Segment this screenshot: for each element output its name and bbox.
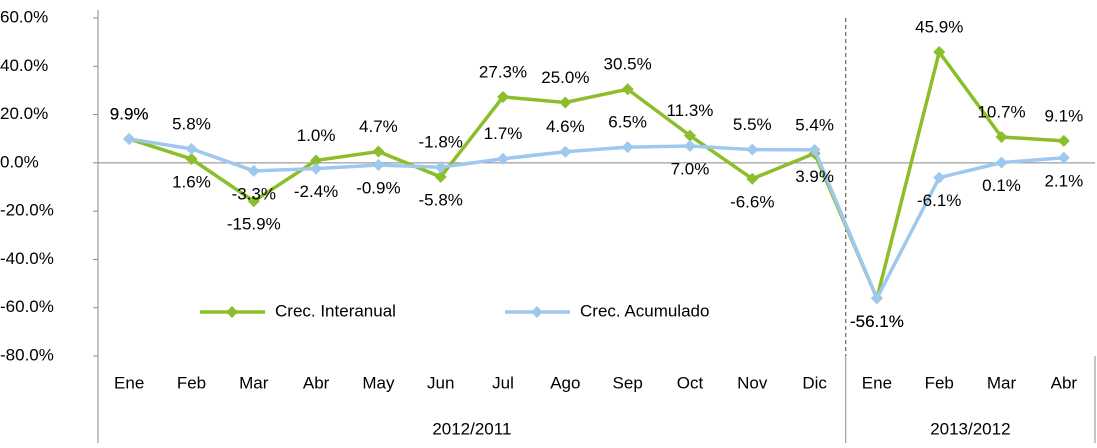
marker [683,129,696,142]
marker [995,156,1008,169]
marker [372,159,385,172]
data-label: 1.0% [297,126,336,145]
x-tick-label: Jun [427,373,454,392]
y-tick-label: 60.0% [0,7,48,26]
marker [559,145,572,158]
data-label: 9.1% [1044,106,1083,125]
legend-label: Crec. Acumulado [580,301,709,320]
y-tick-label: -80.0% [0,345,54,364]
data-label: 4.7% [359,117,398,136]
marker [247,195,260,208]
marker [185,142,198,155]
data-label: 9.9% [110,104,149,123]
marker [621,83,634,96]
x-tick-label: May [362,373,395,392]
data-label: -3.3% [232,184,276,203]
marker [683,139,696,152]
marker [746,143,759,156]
x-tick-label: Ago [550,373,580,392]
y-tick-label: -20.0% [0,201,54,220]
data-label: -1.8% [419,133,463,152]
marker [995,131,1008,144]
data-label: -5.8% [419,190,463,209]
x-tick-label: Mar [239,373,269,392]
marker [372,145,385,158]
marker [310,154,323,167]
marker [247,164,260,177]
marker [1057,134,1070,147]
x-tick-label: Oct [677,373,704,392]
data-label: -0.9% [356,179,400,198]
data-label: 5.8% [172,114,211,133]
data-label: 1.6% [172,172,211,191]
data-label: -6.6% [730,192,774,211]
data-label: -56.1% [850,312,904,331]
x-tick-label: Feb [177,373,206,392]
x-tick-label: Ene [114,373,144,392]
x-tick-label: Ene [862,373,892,392]
x-tick-label: Mar [987,373,1017,392]
data-label: 9.9% [110,104,149,123]
marker [870,292,883,305]
x-tick-label: Abr [303,373,330,392]
marker [434,170,447,183]
x-tick-label: Jul [492,373,514,392]
data-label: -56.1% [850,312,904,331]
marker [497,152,510,165]
data-label: -2.4% [294,182,338,201]
data-label: 2.1% [1044,171,1083,190]
marker [933,171,946,184]
y-tick-label: -40.0% [0,249,54,268]
legend-marker [531,306,543,318]
data-label: -6.1% [917,191,961,210]
marker [434,161,447,174]
data-label: 7.0% [671,159,710,178]
series-line [128,137,1064,303]
marker [933,46,946,59]
y-tick-label: 40.0% [0,56,48,75]
y-tick-label: 0.0% [0,152,39,171]
x-tick-label: Sep [613,373,643,392]
data-label: 30.5% [604,55,652,74]
data-label: 25.0% [541,68,589,87]
data-label: 45.9% [915,18,963,37]
marker [808,143,821,156]
marker [310,162,323,175]
data-label: 0.1% [982,176,1021,195]
group-label: 2012/2011 [432,419,511,438]
marker [1057,151,1070,164]
data-label: 3.9% [795,167,834,186]
data-label: 1.7% [484,124,523,143]
y-tick-label: -60.0% [0,297,54,316]
data-label: 27.3% [479,62,527,81]
x-tick-label: Dic [802,373,827,392]
y-tick-label: 20.0% [0,104,48,123]
data-label: 5.4% [795,115,834,134]
x-tick-label: Nov [737,373,768,392]
marker [621,141,634,154]
series-line [128,48,1064,304]
data-label: -15.9% [227,215,281,234]
data-label: 5.5% [733,115,772,134]
legend-marker [226,306,238,318]
x-tick-label: Feb [925,373,954,392]
marker [559,96,572,109]
marker [746,172,759,185]
marker [497,90,510,103]
data-label: 4.6% [546,117,585,136]
x-tick-label: Abr [1051,373,1078,392]
data-label: 6.5% [608,113,647,132]
data-label: 10.7% [977,103,1025,122]
group-label: 2013/2012 [930,419,1010,438]
marker [185,152,198,165]
legend-label: Crec. Interanual [275,301,396,320]
marker [123,132,136,145]
data-label: 11.3% [666,101,713,120]
